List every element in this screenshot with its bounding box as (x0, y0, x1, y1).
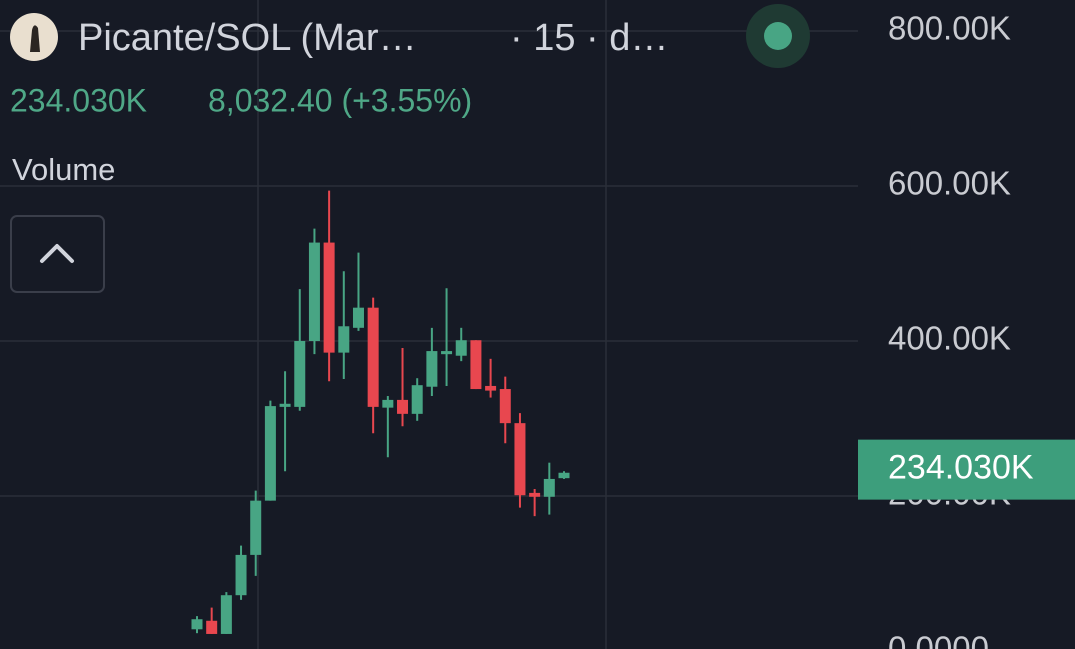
candle-body (441, 351, 453, 355)
candle-body (499, 389, 511, 424)
candle-body (206, 620, 218, 634)
candle-body (514, 423, 526, 496)
candle-body (367, 307, 379, 407)
y-tick-label: 800.00K (888, 10, 1011, 47)
token-icon-figure (30, 25, 40, 52)
collapse-button[interactable] (10, 215, 105, 293)
volume-label: Volume (12, 152, 115, 187)
candle-body (250, 500, 262, 555)
candle-body (352, 307, 364, 328)
status-dot[interactable] (764, 22, 792, 50)
candle-body (543, 478, 555, 497)
candle-body (529, 492, 541, 497)
candle-body (558, 472, 570, 479)
price-tag-label: 234.030K (888, 449, 1034, 487)
candle-body (485, 385, 497, 391)
symbol[interactable]: Picante/SOL (Mar… (78, 17, 417, 59)
candle-body (338, 326, 350, 353)
candle-body (382, 399, 394, 408)
y-tick-label: 0.0000 (888, 630, 989, 649)
interval[interactable]: · 15 · d… (510, 17, 668, 59)
last-price: 234.030K (10, 82, 147, 118)
candle-body (220, 595, 232, 634)
candle-body (235, 554, 247, 596)
price-change: 8,032.40 (+3.55%) (208, 82, 472, 118)
candle-body (323, 242, 335, 353)
candle-body (264, 406, 276, 501)
chevron-up (40, 244, 74, 263)
candle-body (191, 619, 203, 630)
y-tick-label: 400.00K (888, 320, 1011, 357)
candle-body (426, 351, 438, 387)
candle-body (470, 340, 482, 390)
candle-body (308, 242, 320, 341)
y-tick-label: 600.00K (888, 165, 1011, 202)
candle-body (294, 341, 306, 407)
price-tag (858, 439, 1075, 500)
candle-body (279, 403, 291, 407)
candle-body (411, 385, 423, 414)
candle-body (455, 340, 467, 356)
candle-body (397, 399, 409, 414)
